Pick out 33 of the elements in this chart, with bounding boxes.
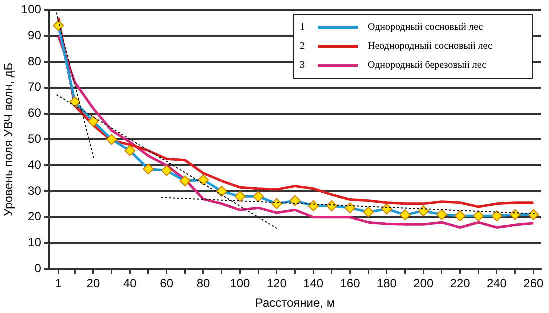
y-axis-title: Уровень поля УВЧ волн, дБ [2, 62, 16, 216]
x-tick-label: 40 [123, 276, 138, 291]
x-tick-label: 60 [160, 276, 174, 291]
x-tick-label: 20 [86, 276, 100, 291]
x-axis-title: Расстояние, м [255, 296, 336, 310]
y-tick-label: 80 [28, 54, 42, 68]
x-tick-label: 260 [524, 276, 544, 291]
y-tick-label: 40 [28, 158, 42, 172]
annotation: 2 [300, 40, 306, 54]
y-tick-label: 60 [28, 106, 42, 120]
x-tick-label: 140 [304, 276, 324, 291]
y-tick-label: 90 [28, 28, 42, 42]
legend-label: Однородный сосновый лес [368, 21, 484, 35]
y-tick-label: 70 [28, 80, 42, 94]
x-tick-label: 1 [55, 276, 62, 291]
y-tick-label: 0 [34, 262, 42, 276]
x-tick-label: 200 [414, 276, 434, 291]
legend-label: Неоднородный сосновый лес [368, 40, 492, 54]
x-tick-label: 100 [230, 276, 251, 291]
x-tick-label: 80 [196, 276, 210, 291]
annotation: 1 [300, 21, 306, 35]
y-tick-label: 100 [21, 2, 42, 17]
y-tick-label: 20 [28, 210, 42, 224]
x-tick-label: 180 [376, 276, 398, 291]
x-tick-label: 240 [486, 276, 508, 291]
y-tick-label: 50 [28, 132, 42, 146]
y-tick-label: 10 [28, 236, 42, 250]
y-tick-label: 30 [28, 184, 42, 198]
x-tick-label: 120 [266, 276, 288, 291]
x-tick-label: 160 [340, 276, 361, 291]
x-tick-label: 220 [450, 276, 471, 291]
legend-label: Однородный березовый лес [368, 59, 487, 73]
annotation: 3 [300, 59, 306, 73]
